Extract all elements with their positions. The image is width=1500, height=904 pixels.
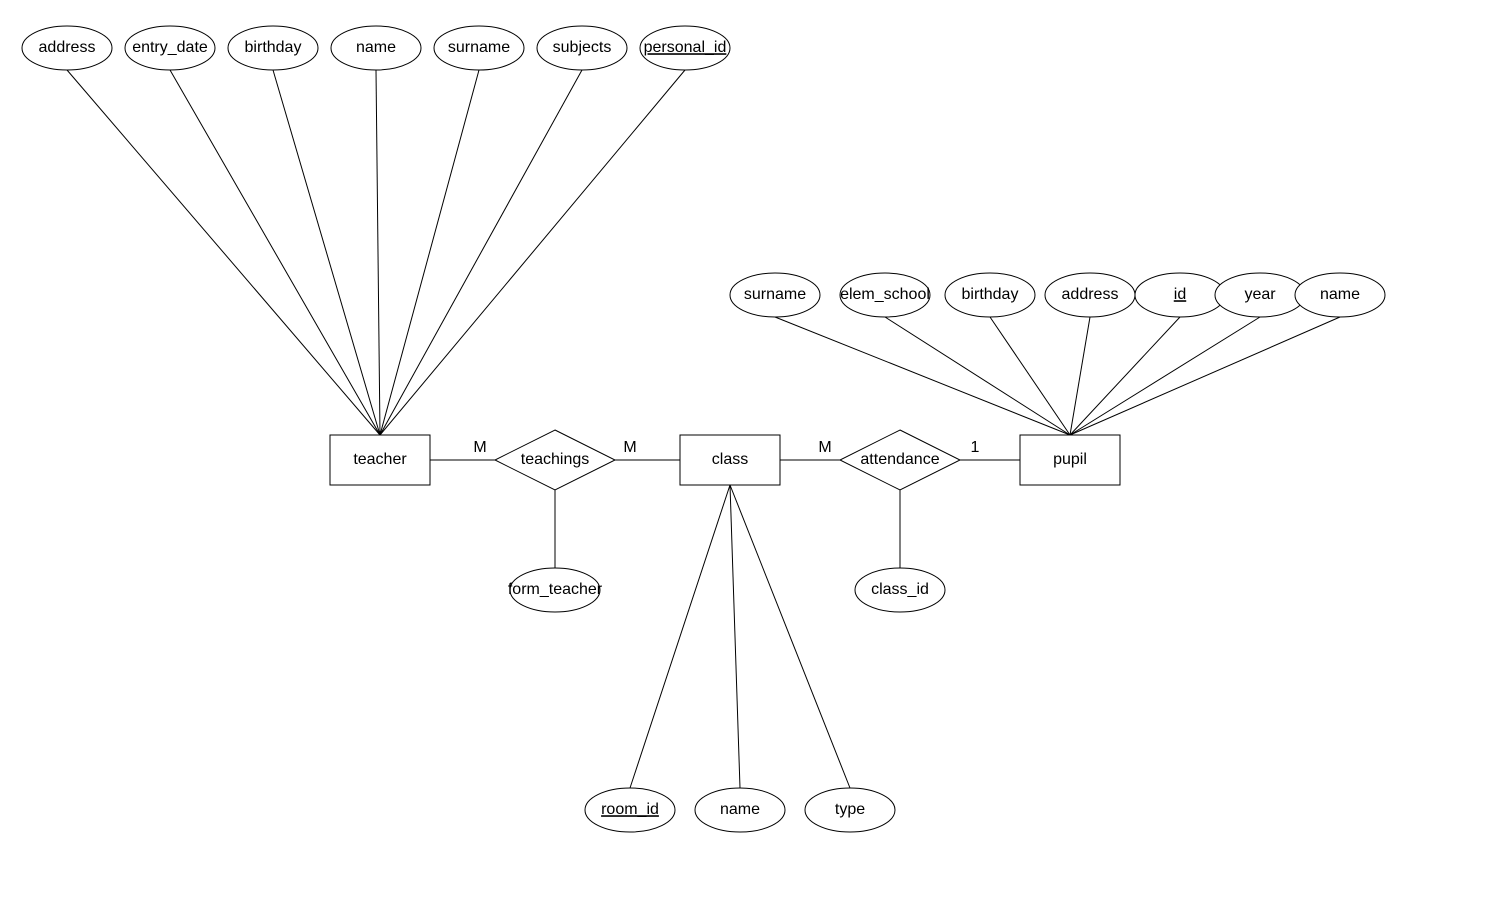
edge-pupil-attr xyxy=(1070,317,1260,435)
card-teachings-left: M xyxy=(473,439,486,456)
attr-surname-label: surname xyxy=(448,39,510,56)
attr-id-label: id xyxy=(1174,286,1186,303)
edge-teacher-attr xyxy=(376,70,380,435)
attr-birthday-label: birthday xyxy=(245,39,302,56)
attr-name-label: name xyxy=(1320,286,1360,303)
attr-address-label: address xyxy=(1062,286,1119,303)
attr-class-id-label: class_id xyxy=(871,581,929,598)
edge-pupil-attr xyxy=(775,317,1070,435)
edge-pupil-attr xyxy=(1070,317,1340,435)
entity-teacher-label: teacher xyxy=(353,451,407,468)
edge-teacher-attr xyxy=(380,70,685,435)
card-attendance-left: M xyxy=(818,439,831,456)
edge-teacher-attr xyxy=(380,70,479,435)
attr-room-id-label: room_id xyxy=(601,801,659,818)
edge-class-attr xyxy=(630,485,730,788)
attr-year-label: year xyxy=(1244,286,1276,303)
edge-class-attr xyxy=(730,485,850,788)
attr-birthday-label: birthday xyxy=(962,286,1019,303)
edge-teacher-attr xyxy=(380,70,582,435)
edge-pupil-attr xyxy=(885,317,1070,435)
rel-attendance-label: attendance xyxy=(860,451,939,468)
edge-teacher-attr xyxy=(170,70,380,435)
card-teachings-right: M xyxy=(623,439,636,456)
edge-pupil-attr xyxy=(990,317,1070,435)
card-attendance-right: 1 xyxy=(971,439,980,456)
edge-class-attr xyxy=(730,485,740,788)
er-diagram: address entry_date birthday name surname subj… xyxy=(0,0,1500,904)
attr-subjects-label: subjects xyxy=(553,39,612,56)
attr-name-label: name xyxy=(720,801,760,818)
attr-personal-id-label: personal_id xyxy=(644,39,727,56)
entity-class-label: class xyxy=(712,451,748,468)
attr-name-label: name xyxy=(356,39,396,56)
attr-elem-school-label: elem_school xyxy=(840,286,930,303)
edge-teacher-attr xyxy=(273,70,380,435)
attr-type-label: type xyxy=(835,801,865,818)
entity-pupil-label: pupil xyxy=(1053,451,1087,468)
attr-surname-label: surname xyxy=(744,286,806,303)
rel-teachings-label: teachings xyxy=(521,451,590,468)
attr-address-label: address xyxy=(39,39,96,56)
attr-form-teacher-label: form_teacher xyxy=(508,581,603,598)
attr-entry-date-label: entry_date xyxy=(132,39,208,56)
edge-teacher-attr xyxy=(67,70,380,435)
